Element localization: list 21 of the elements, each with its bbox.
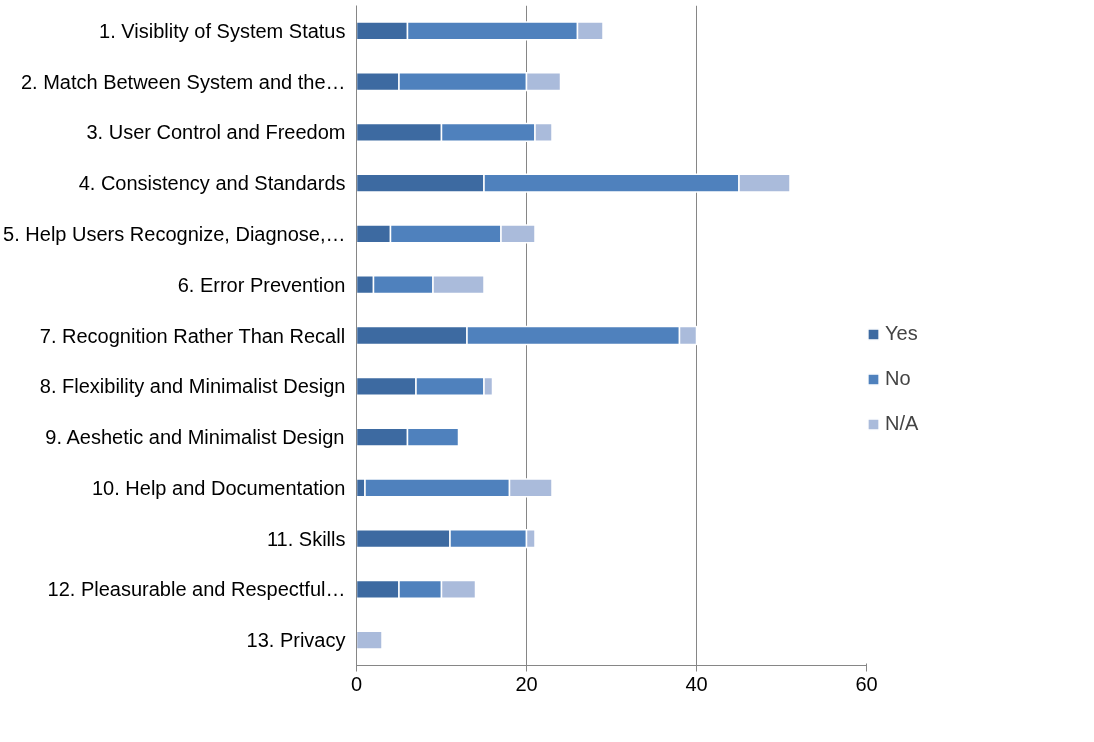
y-tick-label: 1. Visiblity of System Status (99, 19, 346, 42)
y-tick-label: 13. Privacy (246, 629, 346, 652)
y-tick-label: 11. Skills (266, 527, 346, 550)
y-tick-label: 3. User Control and Freedom (86, 121, 346, 144)
legend-label: N/A (885, 412, 919, 435)
x-tick-label: 20 (515, 672, 538, 695)
y-tick-label: 12. Pleasurable and Respectful… (47, 578, 346, 601)
y-tick-label: 8. Flexibility and Minimalist Design (39, 375, 346, 398)
legend-label: Yes (885, 322, 918, 345)
x-tick-label: 60 (855, 672, 878, 695)
x-tick-label: 40 (685, 672, 708, 695)
y-tick-label: 10. Help and Documentation (92, 476, 346, 499)
y-tick-label: 6. Error Prevention (177, 273, 346, 296)
y-tick-label: 4. Consistency and Standards (78, 172, 346, 195)
y-tick-label: 2. Match Between System and the… (20, 70, 346, 93)
y-tick-label: 7. Recognition Rather Than Recall (39, 324, 346, 347)
legend-label: No (885, 367, 911, 390)
y-tick-label: 9. Aeshetic and Minimalist Design (45, 426, 345, 449)
y-tick-label: 5. Help Users Recognize, Diagnose,… (3, 222, 346, 245)
x-tick-label: 0 (350, 672, 363, 695)
bar (356, 630, 383, 650)
